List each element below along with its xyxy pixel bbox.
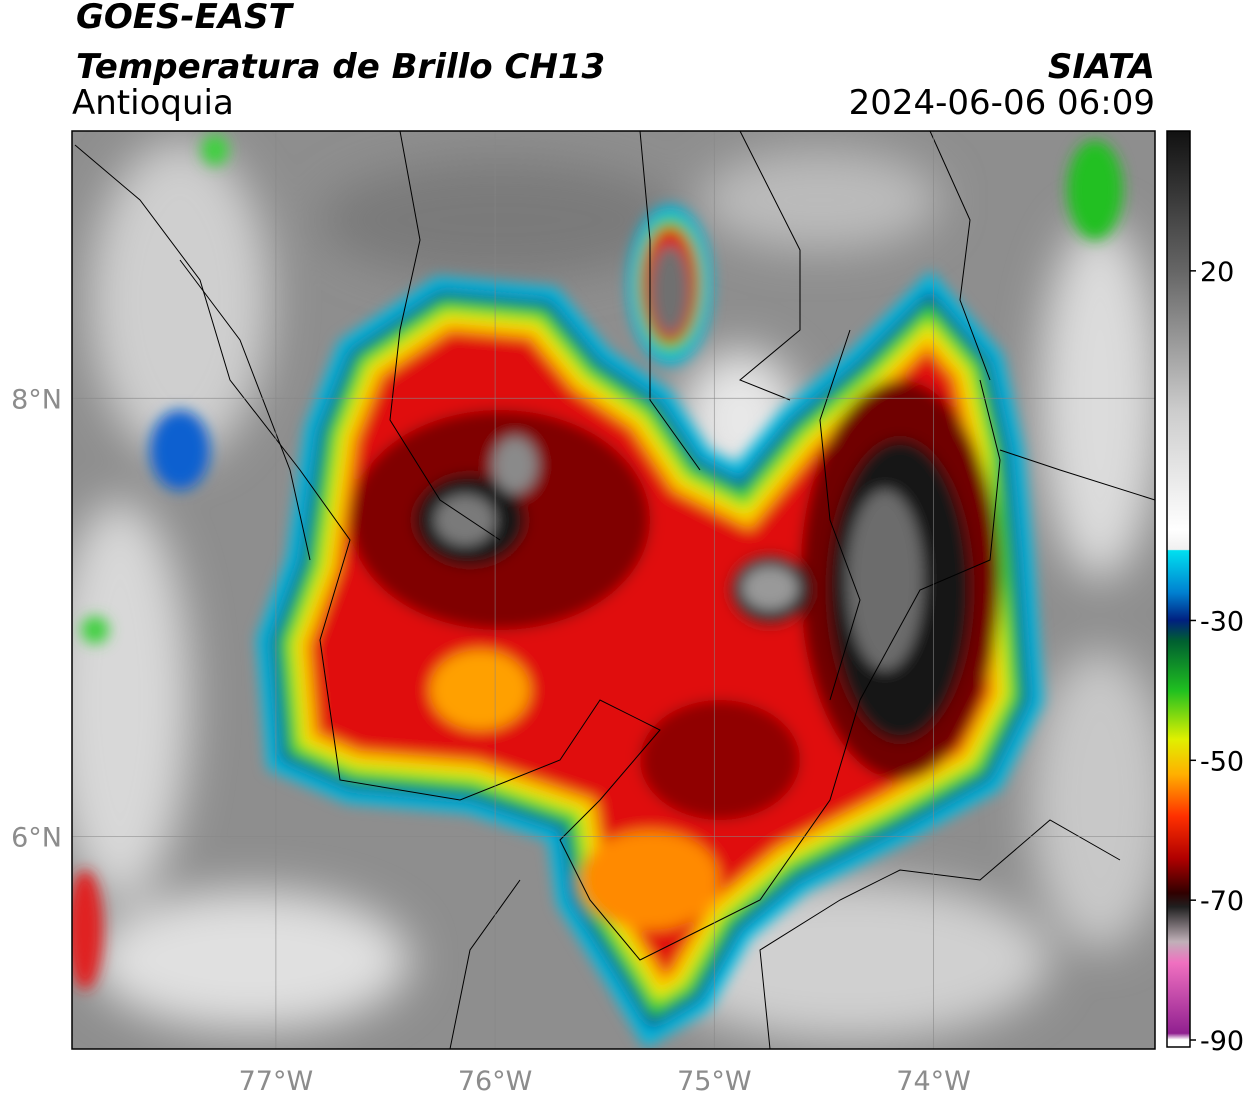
lat-tick-label: 6°N <box>11 822 62 853</box>
colorbar <box>1166 130 1191 1048</box>
lon-tick-label: 75°W <box>677 1066 752 1097</box>
subtitle: Temperatura de Brillo CH13 <box>76 47 605 87</box>
lon-tick-label: 74°W <box>896 1066 971 1097</box>
lat-tick-label: 8°N <box>11 384 62 415</box>
colorbar-tick-label: -30 <box>1200 606 1244 637</box>
imagery <box>72 131 1155 1049</box>
graticule: 77°W 76°W 75°W 74°W 8°N 6°N <box>11 131 1155 1097</box>
timestamp: 2024-06-06 06:09 <box>849 83 1155 123</box>
map-frame <box>71 130 1156 1050</box>
colorbar-tick-label: -70 <box>1200 886 1244 917</box>
lon-tick-label: 77°W <box>239 1066 314 1097</box>
boundaries <box>74 131 1155 1049</box>
lon-tick-label: 76°W <box>458 1066 533 1097</box>
region: Antioquia <box>72 83 234 123</box>
title: GOES-EAST <box>76 0 295 37</box>
colorbar-tick-label: -50 <box>1200 746 1244 777</box>
storm-system <box>72 134 1123 1030</box>
colorbar-tick-label: 20 <box>1200 257 1234 288</box>
colorbar-ticks: 20 -30 -50 -70 -90 <box>1190 257 1244 1057</box>
source: SIATA <box>1048 47 1155 87</box>
colorbar-tick-label: -90 <box>1200 1026 1244 1057</box>
